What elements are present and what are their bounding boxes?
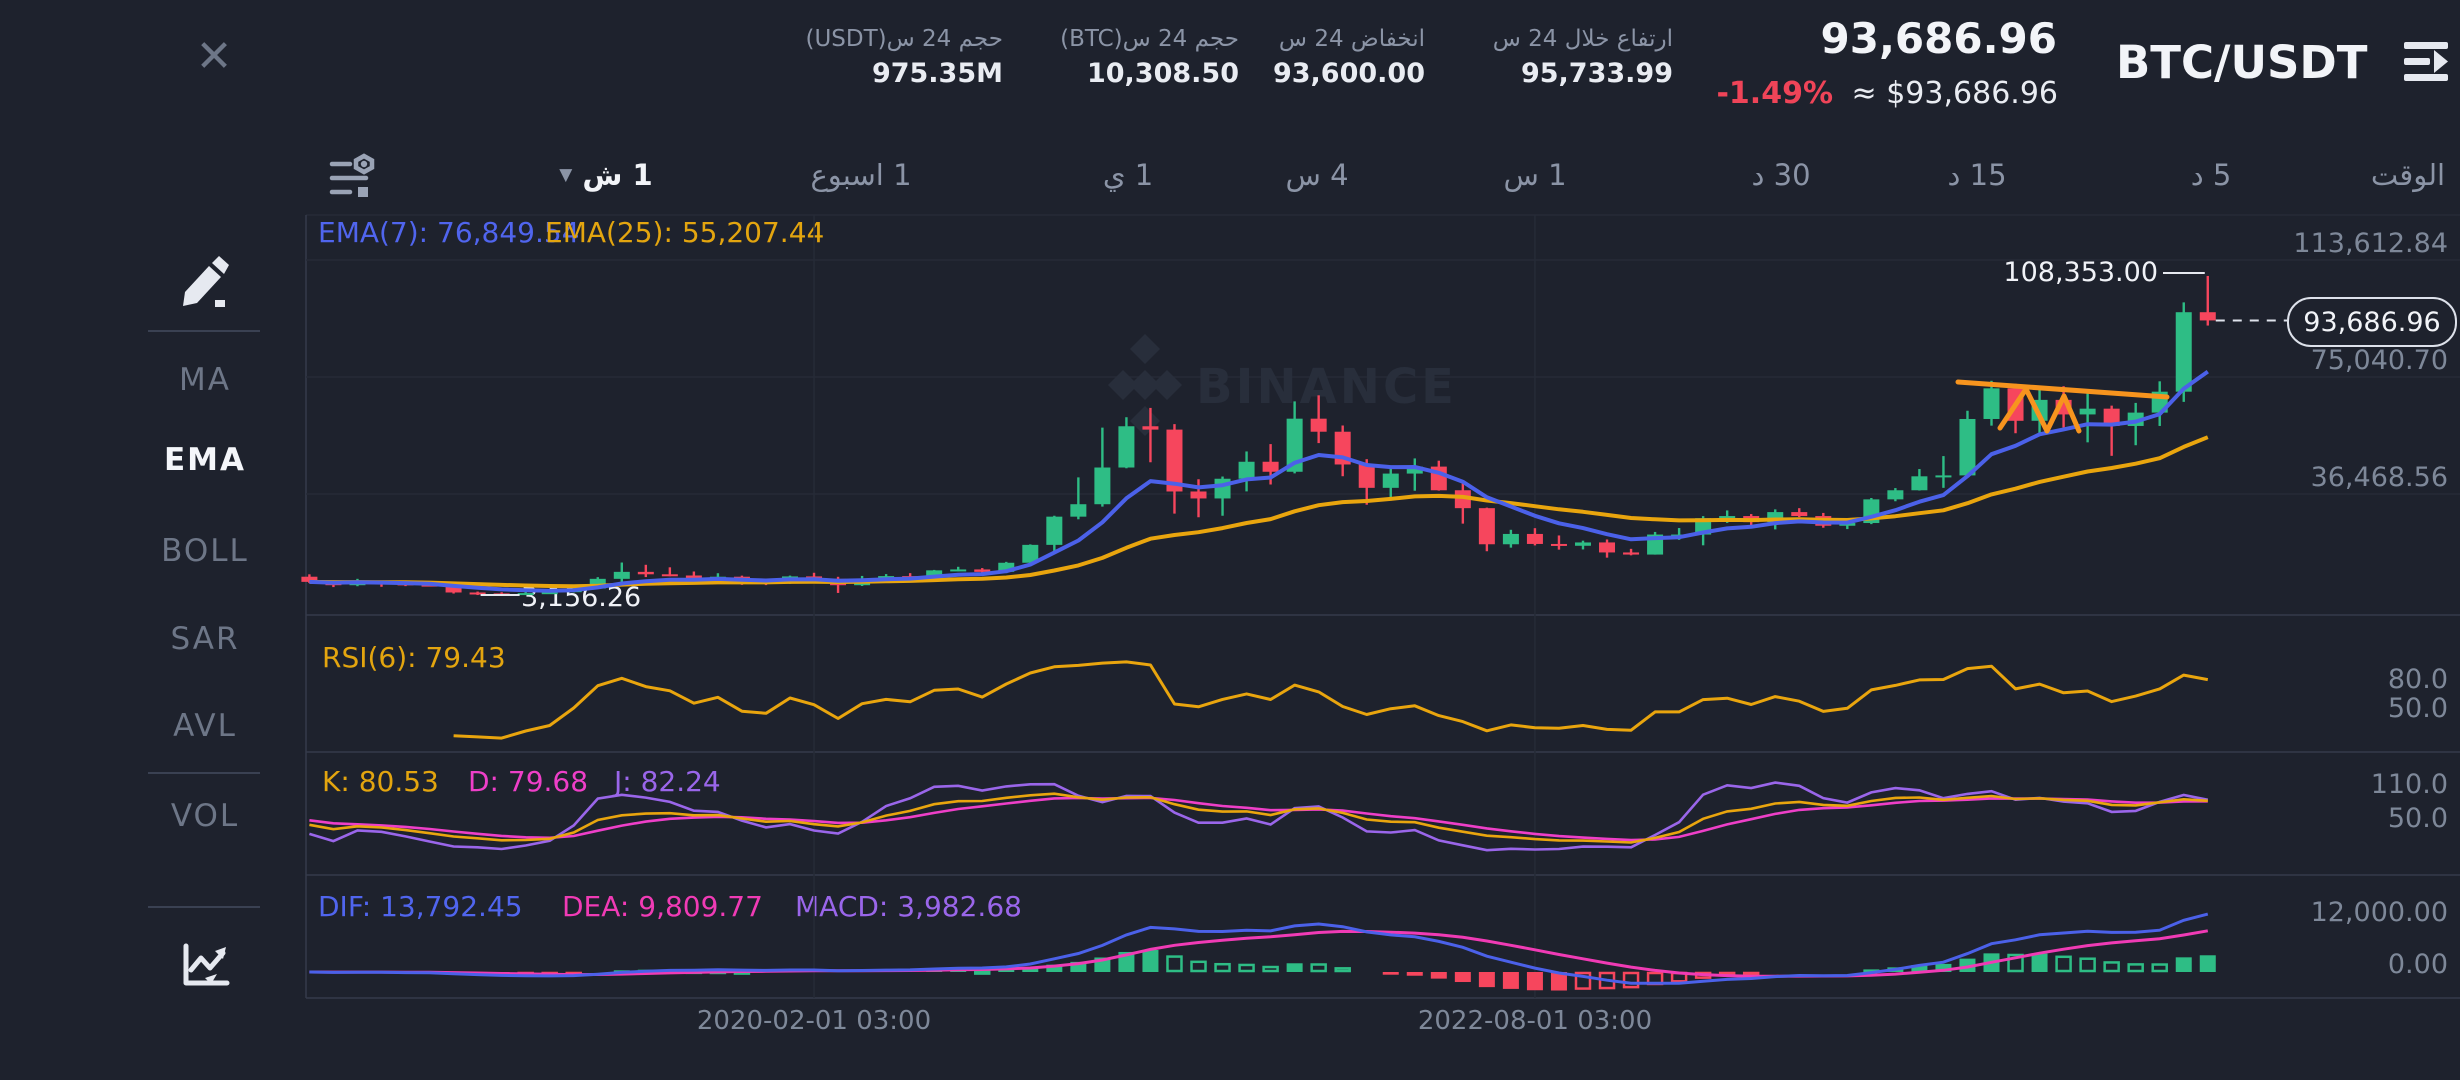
price-axis-label: 113,612.84 <box>2293 228 2448 259</box>
sidebar-divider <box>148 772 260 774</box>
sidebar-item-boll[interactable]: BOLL <box>161 533 249 569</box>
sidebar-item-vol[interactable]: VOL <box>170 798 240 834</box>
stat-label: ارتفاع خلال 24 س <box>1492 26 1673 52</box>
tab-5m[interactable]: 5 د <box>2191 158 2232 192</box>
sidebar-item-avl[interactable]: AVL <box>173 708 237 744</box>
macd-macd-label: MACD: 3,982.68 <box>795 890 1022 923</box>
fiat-price: ≈ $93,686.96 <box>1851 76 2058 111</box>
tab-label: 15 د <box>1947 158 2007 192</box>
current-price-badge: 93,686.96 <box>2287 297 2457 347</box>
tab-1w[interactable]: 1 اسبوع <box>810 158 911 192</box>
stat-label: حجم 24 س(USDT) <box>805 26 1003 52</box>
tab-label: الوقت <box>2370 158 2446 192</box>
rsi-axis-label: 80.0 <box>2387 664 2448 695</box>
switch-pair-icon <box>2404 42 2448 81</box>
symbol-title: BTC/USDT <box>2116 36 2368 89</box>
kdj-axis-label: 50.0 <box>2387 803 2448 834</box>
stat-label: انخفاض 24 س <box>1278 26 1425 52</box>
stat-24h-high: ارتفاع خلال 24 س 95,733.99 <box>1493 24 1673 94</box>
last-price: 93,686.96 <box>1820 14 2057 63</box>
macd-axis-label: 12,000.00 <box>2310 897 2448 928</box>
kdj-axis-label: 110.0 <box>2370 769 2448 800</box>
tab-1month[interactable]: 1 ش ▼ <box>559 158 652 192</box>
stat-label: حجم 24 س(BTC) <box>1060 26 1239 52</box>
chart-style-button[interactable] <box>181 938 231 988</box>
rsi-label: RSI(6): 79.43 <box>322 641 506 674</box>
close-button[interactable]: ✕ <box>188 30 240 82</box>
macd-dea-label: DEA: 9,809.77 <box>562 890 763 923</box>
tab-30m[interactable]: 30 د <box>1751 158 1810 192</box>
sidebar-item-ma[interactable]: MA <box>179 362 231 398</box>
tab-label: 1 ي <box>1102 158 1154 192</box>
high-price-annotation: 108,353.00 <box>2003 257 2158 288</box>
tab-15m[interactable]: 15 د <box>1947 158 2006 192</box>
sidebar-divider <box>148 330 260 332</box>
macd-axis-label: 0.00 <box>2387 949 2448 980</box>
x-axis-tick: 2022-08-01 03:00 <box>1417 1006 1653 1036</box>
tab-4h[interactable]: 4 س <box>1285 158 1348 192</box>
tab-time[interactable]: الوقت <box>2371 158 2445 192</box>
sidebar-item-sar[interactable]: SAR <box>170 621 240 657</box>
chevron-down-icon: ▼ <box>559 165 573 185</box>
stat-value: 95,733.99 <box>1520 58 1673 89</box>
kdj-k-label: K: 80.53 <box>322 765 439 798</box>
rsi-axis-label: 50.0 <box>2387 693 2448 724</box>
stat-value: 10,308.50 <box>1086 58 1239 89</box>
tab-label: 5 د <box>2190 158 2232 192</box>
macd-dif-label: DIF: 13,792.45 <box>318 890 523 923</box>
stat-24h-low: انخفاض 24 س 93,600.00 <box>1273 24 1425 94</box>
tab-label: 1 ش <box>582 158 653 192</box>
price-axis-label: 75,040.70 <box>2310 345 2448 376</box>
svg-text:BINANCE: BINANCE <box>1196 359 1457 415</box>
tab-1d[interactable]: 1 ي <box>1103 158 1153 192</box>
draw-tool-button[interactable] <box>181 254 229 308</box>
indicators-settings-icon <box>329 153 375 197</box>
price-axis-label: 36,468.56 <box>2310 462 2448 493</box>
line-chart-icon <box>183 943 230 986</box>
stat-24h-volume-usdt: حجم 24 س(USDT) 975.35M <box>805 24 1003 94</box>
pencil-icon <box>183 256 229 307</box>
tab-label: 1 س <box>1503 158 1567 192</box>
tab-label: 1 اسبوع <box>810 158 912 192</box>
tab-label: 4 س <box>1285 158 1349 192</box>
indicators-settings-button[interactable] <box>326 152 378 204</box>
switch-pair-button[interactable] <box>2398 38 2454 86</box>
ema7-label: EMA(7): 76,849.54 <box>318 216 580 249</box>
stat-24h-volume-btc: حجم 24 س(BTC) 10,308.50 <box>1060 24 1239 94</box>
tab-1h[interactable]: 1 س <box>1503 158 1566 192</box>
change-24h: -1.49% <box>1716 76 1833 111</box>
sidebar-divider <box>148 906 260 908</box>
kdj-j-label: J: 82.24 <box>614 765 721 798</box>
x-axis-tick: 2020-02-01 03:00 <box>696 1006 932 1036</box>
close-icon: ✕ <box>195 30 233 82</box>
stat-value: 975.35M <box>871 58 1003 89</box>
ema25-label: EMA(25): 55,207.44 <box>545 216 825 249</box>
tab-label: 30 د <box>1751 158 1811 192</box>
stat-value: 93,600.00 <box>1272 58 1425 89</box>
kdj-d-label: D: 79.68 <box>468 765 589 798</box>
sidebar-item-ema[interactable]: EMA <box>163 442 247 478</box>
